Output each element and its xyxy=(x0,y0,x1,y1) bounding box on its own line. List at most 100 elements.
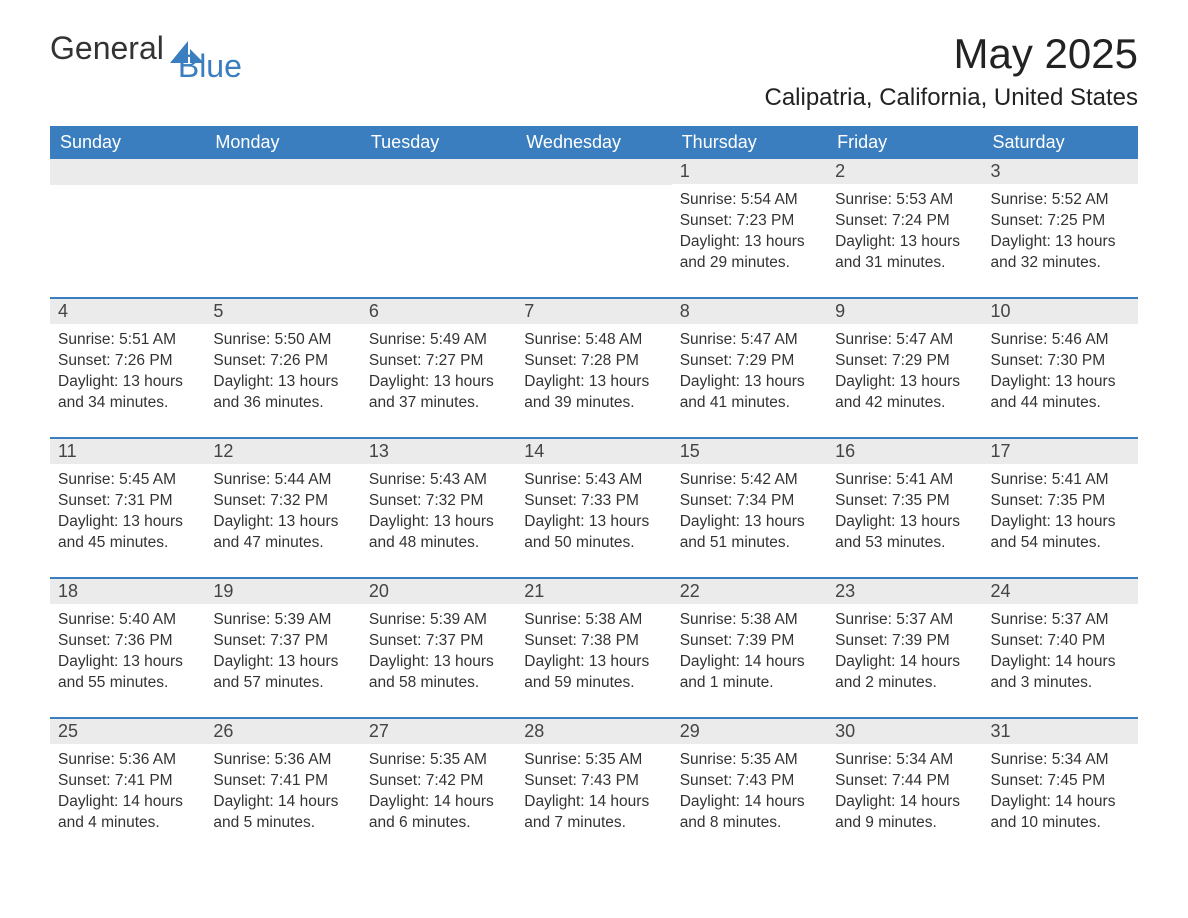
day-body: Sunrise: 5:34 AMSunset: 7:45 PMDaylight:… xyxy=(983,744,1138,838)
day-body: Sunrise: 5:38 AMSunset: 7:39 PMDaylight:… xyxy=(672,604,827,698)
weeks-container: 1Sunrise: 5:54 AMSunset: 7:23 PMDaylight… xyxy=(50,159,1138,847)
sunrise-text: Sunrise: 5:34 AM xyxy=(991,750,1130,771)
sunset-text: Sunset: 7:44 PM xyxy=(835,771,974,792)
day-number: 30 xyxy=(827,719,982,744)
day-number: 11 xyxy=(50,439,205,464)
day-number: 29 xyxy=(672,719,827,744)
sunrise-text: Sunrise: 5:41 AM xyxy=(991,470,1130,491)
sunset-text: Sunset: 7:29 PM xyxy=(835,351,974,372)
sunset-text: Sunset: 7:39 PM xyxy=(680,631,819,652)
day-body: Sunrise: 5:47 AMSunset: 7:29 PMDaylight:… xyxy=(672,324,827,418)
daylight-text: Daylight: 14 hours and 8 minutes. xyxy=(680,792,819,834)
sunset-text: Sunset: 7:39 PM xyxy=(835,631,974,652)
weekday-cell: Wednesday xyxy=(516,126,671,159)
sunrise-text: Sunrise: 5:47 AM xyxy=(680,330,819,351)
sunrise-text: Sunrise: 5:47 AM xyxy=(835,330,974,351)
day-number: 21 xyxy=(516,579,671,604)
day-cell xyxy=(361,159,516,287)
day-body: Sunrise: 5:53 AMSunset: 7:24 PMDaylight:… xyxy=(827,184,982,278)
sunset-text: Sunset: 7:30 PM xyxy=(991,351,1130,372)
daylight-text: Daylight: 13 hours and 29 minutes. xyxy=(680,232,819,274)
day-number: 27 xyxy=(361,719,516,744)
sunset-text: Sunset: 7:32 PM xyxy=(369,491,508,512)
day-cell: 25Sunrise: 5:36 AMSunset: 7:41 PMDayligh… xyxy=(50,719,205,847)
sunrise-text: Sunrise: 5:42 AM xyxy=(680,470,819,491)
week-row: 11Sunrise: 5:45 AMSunset: 7:31 PMDayligh… xyxy=(50,437,1138,567)
sunset-text: Sunset: 7:32 PM xyxy=(213,491,352,512)
day-cell: 14Sunrise: 5:43 AMSunset: 7:33 PMDayligh… xyxy=(516,439,671,567)
day-number: 24 xyxy=(983,579,1138,604)
sunrise-text: Sunrise: 5:39 AM xyxy=(369,610,508,631)
daylight-text: Daylight: 13 hours and 51 minutes. xyxy=(680,512,819,554)
sunset-text: Sunset: 7:45 PM xyxy=(991,771,1130,792)
daylight-text: Daylight: 14 hours and 6 minutes. xyxy=(369,792,508,834)
sunrise-text: Sunrise: 5:38 AM xyxy=(524,610,663,631)
sunset-text: Sunset: 7:26 PM xyxy=(213,351,352,372)
week-row: 18Sunrise: 5:40 AMSunset: 7:36 PMDayligh… xyxy=(50,577,1138,707)
day-body: Sunrise: 5:35 AMSunset: 7:43 PMDaylight:… xyxy=(672,744,827,838)
sunrise-text: Sunrise: 5:45 AM xyxy=(58,470,197,491)
day-body: Sunrise: 5:36 AMSunset: 7:41 PMDaylight:… xyxy=(50,744,205,838)
day-number: 2 xyxy=(827,159,982,184)
day-cell: 28Sunrise: 5:35 AMSunset: 7:43 PMDayligh… xyxy=(516,719,671,847)
day-number: 17 xyxy=(983,439,1138,464)
day-body: Sunrise: 5:37 AMSunset: 7:39 PMDaylight:… xyxy=(827,604,982,698)
daylight-text: Daylight: 14 hours and 1 minute. xyxy=(680,652,819,694)
sunset-text: Sunset: 7:35 PM xyxy=(991,491,1130,512)
sunset-text: Sunset: 7:29 PM xyxy=(680,351,819,372)
day-number: 9 xyxy=(827,299,982,324)
day-cell: 22Sunrise: 5:38 AMSunset: 7:39 PMDayligh… xyxy=(672,579,827,707)
sunrise-text: Sunrise: 5:43 AM xyxy=(369,470,508,491)
sunset-text: Sunset: 7:42 PM xyxy=(369,771,508,792)
day-cell: 18Sunrise: 5:40 AMSunset: 7:36 PMDayligh… xyxy=(50,579,205,707)
day-cell: 17Sunrise: 5:41 AMSunset: 7:35 PMDayligh… xyxy=(983,439,1138,567)
day-body: Sunrise: 5:36 AMSunset: 7:41 PMDaylight:… xyxy=(205,744,360,838)
day-cell: 9 Sunrise: 5:47 AMSunset: 7:29 PMDaylight… xyxy=(827,299,982,427)
weekday-cell: Sunday xyxy=(50,126,205,159)
sunset-text: Sunset: 7:37 PM xyxy=(213,631,352,652)
daylight-text: Daylight: 13 hours and 31 minutes. xyxy=(835,232,974,274)
daylight-text: Daylight: 14 hours and 4 minutes. xyxy=(58,792,197,834)
daylight-text: Daylight: 13 hours and 39 minutes. xyxy=(524,372,663,414)
day-body: Sunrise: 5:38 AMSunset: 7:38 PMDaylight:… xyxy=(516,604,671,698)
day-cell: 15Sunrise: 5:42 AMSunset: 7:34 PMDayligh… xyxy=(672,439,827,567)
daylight-text: Daylight: 14 hours and 3 minutes. xyxy=(991,652,1130,694)
sunrise-text: Sunrise: 5:43 AM xyxy=(524,470,663,491)
day-number: 4 xyxy=(50,299,205,324)
daylight-text: Daylight: 13 hours and 47 minutes. xyxy=(213,512,352,554)
sunrise-text: Sunrise: 5:54 AM xyxy=(680,190,819,211)
day-body: Sunrise: 5:45 AMSunset: 7:31 PMDaylight:… xyxy=(50,464,205,558)
day-body: Sunrise: 5:41 AMSunset: 7:35 PMDaylight:… xyxy=(827,464,982,558)
weekday-cell: Friday xyxy=(827,126,982,159)
day-cell: 26Sunrise: 5:36 AMSunset: 7:41 PMDayligh… xyxy=(205,719,360,847)
weekday-cell: Thursday xyxy=(672,126,827,159)
day-number xyxy=(361,159,516,185)
day-cell xyxy=(205,159,360,287)
sunrise-text: Sunrise: 5:46 AM xyxy=(991,330,1130,351)
sunrise-text: Sunrise: 5:36 AM xyxy=(213,750,352,771)
sunset-text: Sunset: 7:36 PM xyxy=(58,631,197,652)
sunrise-text: Sunrise: 5:49 AM xyxy=(369,330,508,351)
day-cell: 20Sunrise: 5:39 AMSunset: 7:37 PMDayligh… xyxy=(361,579,516,707)
day-cell: 19Sunrise: 5:39 AMSunset: 7:37 PMDayligh… xyxy=(205,579,360,707)
daylight-text: Daylight: 13 hours and 42 minutes. xyxy=(835,372,974,414)
weekday-cell: Monday xyxy=(205,126,360,159)
logo-text-general: General xyxy=(50,30,164,67)
day-cell xyxy=(516,159,671,287)
day-body: Sunrise: 5:44 AMSunset: 7:32 PMDaylight:… xyxy=(205,464,360,558)
sunset-text: Sunset: 7:23 PM xyxy=(680,211,819,232)
sunset-text: Sunset: 7:37 PM xyxy=(369,631,508,652)
day-cell: 16Sunrise: 5:41 AMSunset: 7:35 PMDayligh… xyxy=(827,439,982,567)
sunset-text: Sunset: 7:24 PM xyxy=(835,211,974,232)
day-body: Sunrise: 5:39 AMSunset: 7:37 PMDaylight:… xyxy=(361,604,516,698)
daylight-text: Daylight: 13 hours and 57 minutes. xyxy=(213,652,352,694)
day-number: 14 xyxy=(516,439,671,464)
day-number: 10 xyxy=(983,299,1138,324)
sunset-text: Sunset: 7:35 PM xyxy=(835,491,974,512)
day-body: Sunrise: 5:48 AMSunset: 7:28 PMDaylight:… xyxy=(516,324,671,418)
daylight-text: Daylight: 13 hours and 41 minutes. xyxy=(680,372,819,414)
day-body: Sunrise: 5:40 AMSunset: 7:36 PMDaylight:… xyxy=(50,604,205,698)
sunrise-text: Sunrise: 5:41 AM xyxy=(835,470,974,491)
day-cell: 10Sunrise: 5:46 AMSunset: 7:30 PMDayligh… xyxy=(983,299,1138,427)
sunrise-text: Sunrise: 5:35 AM xyxy=(369,750,508,771)
